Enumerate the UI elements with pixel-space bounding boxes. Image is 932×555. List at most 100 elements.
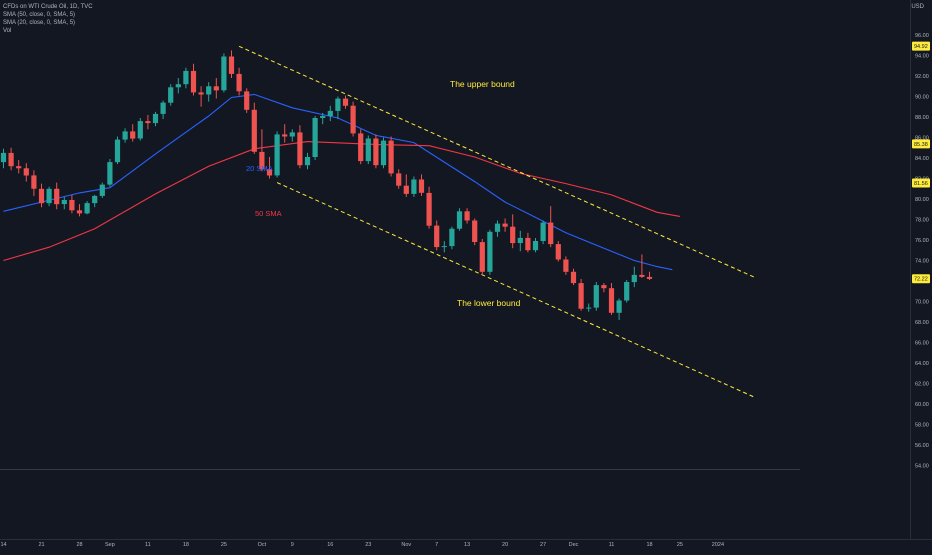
candle-body: [8, 152, 14, 167]
candle: [92, 194, 98, 208]
candle-body: [586, 307, 592, 309]
candle-body: [76, 210, 83, 214]
candle: [175, 78, 181, 94]
candle-body: [99, 184, 105, 196]
x-tick-label: Sep: [105, 542, 115, 548]
candle-body: [646, 276, 653, 279]
x-tick-label: 2024: [712, 542, 724, 548]
candle-body: [593, 285, 599, 308]
candle-body: [221, 56, 227, 91]
candle: [586, 303, 592, 312]
candle-body: [350, 105, 356, 134]
candle-body: [327, 110, 333, 116]
candle-body: [320, 116, 326, 118]
candle-body: [297, 132, 303, 166]
candle: [624, 279, 630, 303]
candle-body: [358, 133, 364, 162]
candle-body: [616, 300, 622, 313]
candle: [525, 232, 531, 253]
volume-legend[interactable]: Vol: [3, 28, 12, 34]
candle-body: [510, 226, 516, 244]
candle: [168, 84, 174, 106]
y-tick-label: 76.00: [915, 238, 929, 244]
price-tag-label: 72.22: [914, 277, 928, 283]
candle: [130, 124, 136, 142]
candle-body: [289, 132, 295, 137]
candle: [608, 283, 615, 315]
candle: [434, 220, 440, 251]
candle-body: [107, 162, 113, 185]
candle: [342, 95, 349, 109]
y-tick-label: 70.00: [915, 300, 929, 306]
sma-20-annotation[interactable]: 20 SMA: [246, 164, 273, 173]
candle-body: [388, 140, 394, 174]
candle-body: [228, 56, 235, 74]
y-tick-label: 96.00: [915, 33, 929, 39]
upper-bound-annotation[interactable]: The upper bound: [450, 79, 515, 89]
lower-bound-annotation[interactable]: The lower bound: [457, 298, 521, 308]
candle: [114, 136, 121, 165]
candle: [517, 230, 523, 252]
candle-body: [282, 134, 288, 137]
candle: [107, 159, 113, 187]
y-tick-label: 54.00: [915, 464, 929, 470]
candle-body: [54, 188, 60, 205]
price-tag-bg: [912, 41, 930, 51]
candle-body: [540, 222, 546, 241]
candle-body: [69, 200, 75, 211]
price-tag-label: 94.92: [914, 44, 928, 50]
symbol-title[interactable]: CFDs on WTI Crude Oil, 1D, TVC: [3, 4, 93, 10]
currency-label: USD: [911, 4, 924, 10]
candle-body: [152, 113, 159, 124]
x-tick-label: 18: [646, 542, 652, 548]
candle: [350, 101, 356, 137]
candle: [122, 128, 128, 143]
candle-body: [441, 246, 447, 248]
candle-body: [502, 223, 508, 227]
candle-body: [434, 225, 440, 248]
candle-body: [464, 211, 470, 221]
sma-20-legend[interactable]: SMA (20, close, 0, SMA, 5): [3, 20, 76, 26]
candle: [206, 82, 212, 102]
candle-body: [274, 134, 280, 176]
candle-body: [16, 166, 22, 169]
candle-body: [631, 274, 637, 283]
candle-body: [624, 282, 630, 301]
candle: [373, 134, 379, 169]
candle: [487, 229, 493, 275]
y-tick-label: 84.00: [915, 156, 929, 162]
x-tick-label: Nov: [401, 542, 411, 548]
upper-channel-line[interactable]: [238, 45, 757, 279]
y-tick-label: 92.00: [915, 74, 929, 80]
sma-50-legend[interactable]: SMA (50, close, 0, SMA, 5): [3, 12, 76, 18]
candle: [411, 176, 417, 197]
candle-body: [168, 87, 174, 103]
lower-channel-line[interactable]: [276, 182, 757, 399]
candle-body: [578, 283, 584, 309]
candle-body: [517, 237, 523, 243]
candle: [31, 170, 37, 196]
candle: [16, 160, 22, 174]
x-tick-label: 23: [365, 542, 371, 548]
candle: [449, 226, 455, 250]
candle-body: [487, 231, 493, 272]
candle: [137, 118, 143, 141]
candle-body: [122, 131, 128, 140]
candle-body: [137, 121, 143, 139]
candle: [190, 63, 197, 96]
candle: [365, 135, 371, 165]
sma-20-line: [3, 93, 673, 271]
candle: [456, 208, 463, 231]
candle: [198, 86, 204, 107]
sma-50-annotation[interactable]: 50 SMA: [255, 209, 282, 218]
candle-body: [608, 288, 615, 313]
candle-body: [411, 179, 417, 194]
candle: [61, 196, 67, 210]
candle: [601, 283, 607, 293]
candle-body: [304, 157, 311, 166]
candle-body: [342, 98, 349, 106]
candle-body: [472, 220, 478, 242]
candle: [289, 129, 295, 142]
